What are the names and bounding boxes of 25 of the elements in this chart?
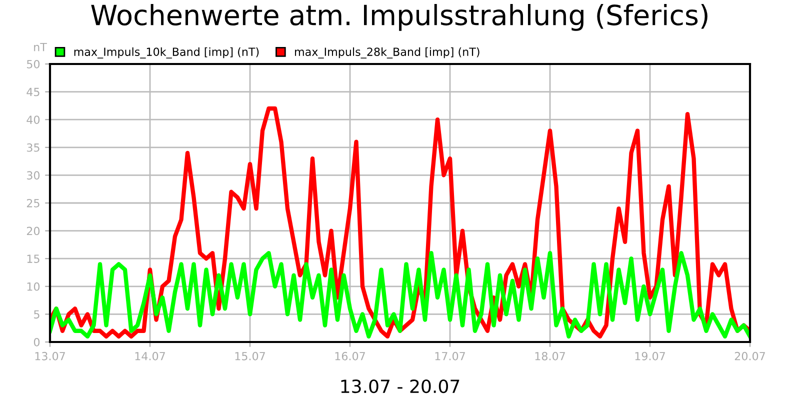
y-tick-label: 50 [26,60,40,68]
y-tick-label: 10 [27,282,40,291]
y-tick-label: 30 [26,171,40,180]
x-tick-label: 19.07 [635,352,665,360]
x-tick-label: 18.07 [535,352,565,360]
y-tick-label: 20 [26,226,40,236]
y-tick-label: 0 [34,338,40,346]
x-tick-label: 17.07 [435,352,465,360]
y-tick-label: 25 [26,198,40,208]
x-tick-label: 16.07 [335,352,365,360]
x-tick-label: 13.07 [35,352,65,360]
line-series [50,250,750,339]
y-tick-label: 15 [27,254,40,263]
y-tick-label: 35 [26,143,40,152]
legend-label: max_Impuls_28k_Band [imp] (nT) [295,47,480,58]
x-tick-label: 14.07 [135,352,165,360]
y-tick-label: 5 [34,310,40,319]
y-tick-label: 40 [26,116,40,124]
x-axis-title: 13.07 - 20.07 [341,379,460,394]
x-tick-label: 15.07 [235,352,265,360]
y-axis-title: nT [34,42,47,52]
y-tick-label: 45 [26,88,40,96]
legend-label: max_Impuls_10k_Band [imp] (nT) [74,47,259,58]
chart-title: Wochenwerte atm. Impulsstrahlung (Sferics) [91,4,708,31]
x-tick-label: 20.07 [734,352,765,360]
